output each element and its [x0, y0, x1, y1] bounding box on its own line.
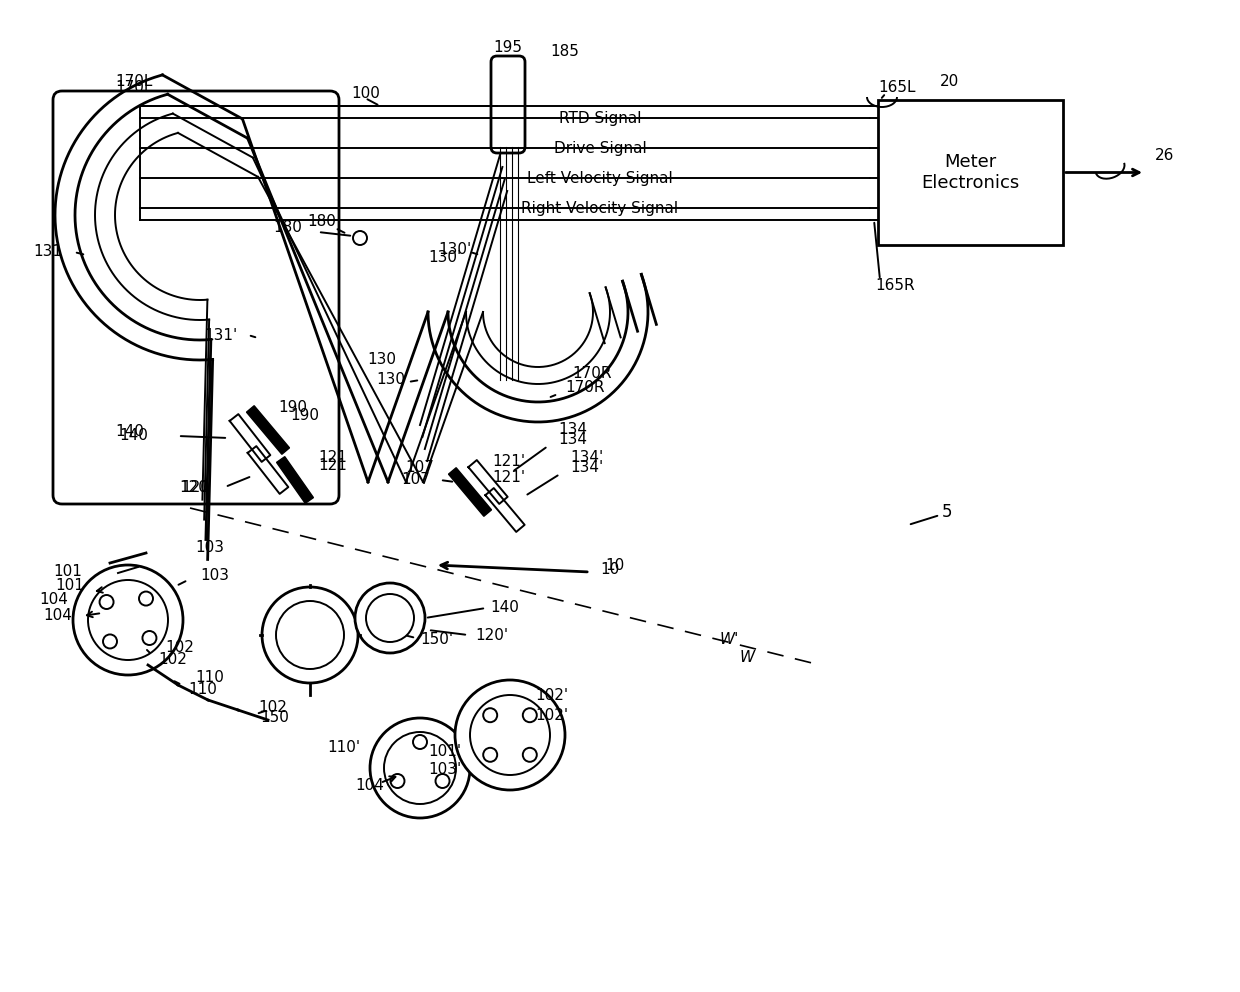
Text: 195: 195 [494, 40, 522, 55]
Text: 140: 140 [119, 428, 148, 442]
Polygon shape [248, 446, 289, 494]
Circle shape [73, 565, 184, 675]
Text: 104: 104 [40, 592, 68, 607]
Text: 150': 150' [420, 633, 453, 648]
Text: 134: 134 [558, 433, 587, 447]
Text: 10: 10 [600, 562, 619, 577]
Text: 180: 180 [308, 214, 336, 229]
Text: 102: 102 [258, 700, 286, 715]
Text: 134: 134 [558, 423, 587, 437]
Text: W: W [740, 651, 755, 666]
Circle shape [88, 580, 167, 660]
Text: 26: 26 [1154, 148, 1174, 163]
Text: 134': 134' [570, 460, 603, 475]
Circle shape [277, 601, 343, 669]
Text: 130: 130 [376, 373, 405, 388]
Circle shape [262, 587, 358, 683]
Text: 165L: 165L [878, 79, 915, 94]
Text: 130': 130' [429, 251, 463, 266]
Polygon shape [469, 460, 507, 504]
Text: 103: 103 [195, 541, 224, 556]
Text: 107: 107 [401, 472, 430, 487]
Text: 101: 101 [53, 564, 82, 579]
Text: 121': 121' [492, 454, 525, 469]
Text: 165R: 165R [875, 278, 915, 293]
Bar [878, 100, 1063, 245]
Text: 150: 150 [260, 710, 289, 725]
Text: 102: 102 [165, 641, 193, 656]
Circle shape [139, 591, 153, 605]
Text: 101: 101 [55, 577, 84, 592]
Text: 100: 100 [351, 85, 379, 100]
Text: 102: 102 [157, 653, 187, 668]
Text: 190: 190 [278, 401, 308, 416]
Circle shape [435, 774, 450, 788]
Circle shape [366, 594, 414, 642]
Circle shape [391, 774, 404, 788]
Polygon shape [485, 488, 525, 532]
Text: 190: 190 [290, 408, 319, 423]
Text: 140: 140 [115, 425, 144, 439]
Text: 170R: 170R [565, 381, 605, 396]
Text: 104: 104 [356, 778, 384, 793]
Circle shape [384, 732, 456, 804]
Text: 104: 104 [43, 607, 72, 623]
Circle shape [353, 231, 367, 245]
Text: 110: 110 [188, 682, 217, 697]
Circle shape [413, 735, 427, 749]
Polygon shape [449, 467, 491, 516]
Text: 131: 131 [33, 244, 62, 260]
Text: 101': 101' [428, 745, 461, 760]
Text: 121: 121 [317, 457, 347, 472]
Text: 130: 130 [367, 352, 396, 367]
Text: 185: 185 [551, 45, 579, 60]
Text: 120: 120 [181, 480, 210, 495]
Text: Drive Signal: Drive Signal [553, 141, 646, 156]
Text: Right Velocity Signal: Right Velocity Signal [522, 200, 678, 215]
Text: 120: 120 [179, 480, 208, 495]
Circle shape [143, 631, 156, 645]
Text: 110: 110 [195, 671, 224, 685]
Text: 103: 103 [200, 567, 229, 582]
Circle shape [370, 718, 470, 818]
Text: 20: 20 [940, 74, 960, 89]
Circle shape [103, 635, 117, 649]
Text: 10: 10 [605, 558, 624, 572]
Text: 170L: 170L [115, 74, 153, 89]
Circle shape [455, 680, 565, 790]
Text: Left Velocity Signal: Left Velocity Signal [527, 171, 673, 186]
Text: Meter
Electronics: Meter Electronics [921, 153, 1019, 191]
Polygon shape [229, 414, 270, 462]
Polygon shape [247, 406, 289, 454]
Text: 103': 103' [428, 763, 461, 778]
Text: 140: 140 [490, 600, 518, 615]
Text: 180: 180 [273, 220, 303, 235]
Text: RTD Signal: RTD Signal [559, 110, 641, 126]
Text: 102': 102' [534, 707, 568, 722]
Polygon shape [277, 456, 314, 503]
Text: 107: 107 [405, 460, 434, 475]
Circle shape [523, 748, 537, 762]
Text: 5: 5 [942, 503, 952, 521]
Text: 102': 102' [534, 687, 568, 702]
Text: 170L: 170L [115, 79, 153, 94]
Text: 110': 110' [327, 740, 360, 756]
Circle shape [99, 595, 114, 609]
Text: W': W' [720, 633, 739, 648]
FancyBboxPatch shape [53, 91, 339, 504]
Text: 134': 134' [570, 450, 603, 465]
Circle shape [355, 583, 425, 653]
Circle shape [484, 708, 497, 722]
Text: 130': 130' [439, 242, 472, 258]
Text: 121: 121 [317, 450, 347, 465]
Circle shape [470, 695, 551, 775]
Text: 121': 121' [492, 470, 525, 485]
Text: 131': 131' [205, 327, 238, 342]
Circle shape [484, 748, 497, 762]
FancyBboxPatch shape [491, 56, 525, 153]
Text: 120': 120' [475, 628, 508, 643]
Text: 170R: 170R [572, 366, 611, 382]
Circle shape [523, 708, 537, 722]
